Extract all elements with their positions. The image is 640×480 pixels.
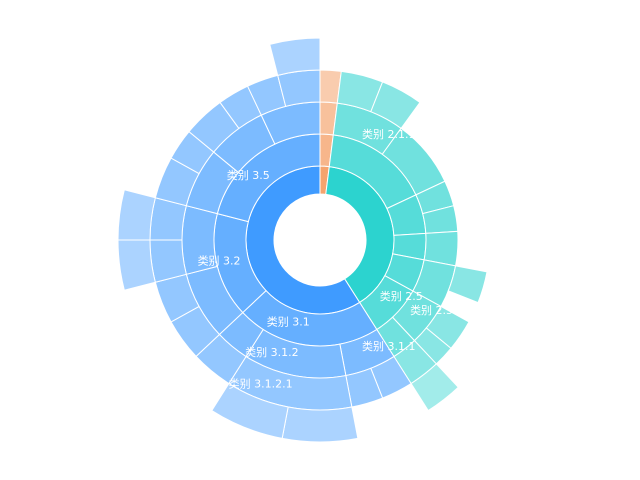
segment-label: 类别 3.5 xyxy=(227,168,270,182)
segment-label: 类别 2.1.1 xyxy=(362,127,416,141)
sunburst-segment[interactable] xyxy=(117,189,156,241)
segment-label: 类别 3.1.1 xyxy=(362,339,416,353)
sunburst-segment[interactable] xyxy=(269,37,321,76)
sunburst-segment[interactable] xyxy=(211,382,289,440)
segment-label: 类别 3.1.2 xyxy=(245,345,299,359)
sunburst-segment[interactable] xyxy=(447,265,488,304)
segment-label: 类别 3.1 xyxy=(267,314,310,328)
sunburst-segment[interactable] xyxy=(117,239,156,291)
sunburst-segment[interactable] xyxy=(149,239,187,283)
segment-label: 类别 2.5.1 xyxy=(410,303,464,317)
sunburst-segment[interactable] xyxy=(277,69,321,107)
segment-label: 类别 2.5 xyxy=(380,289,423,303)
segment-label: 类别 3.1.2.1 xyxy=(229,376,293,390)
sunburst-segment[interactable] xyxy=(281,406,359,443)
segment-label: 类别 3.2 xyxy=(198,253,241,267)
